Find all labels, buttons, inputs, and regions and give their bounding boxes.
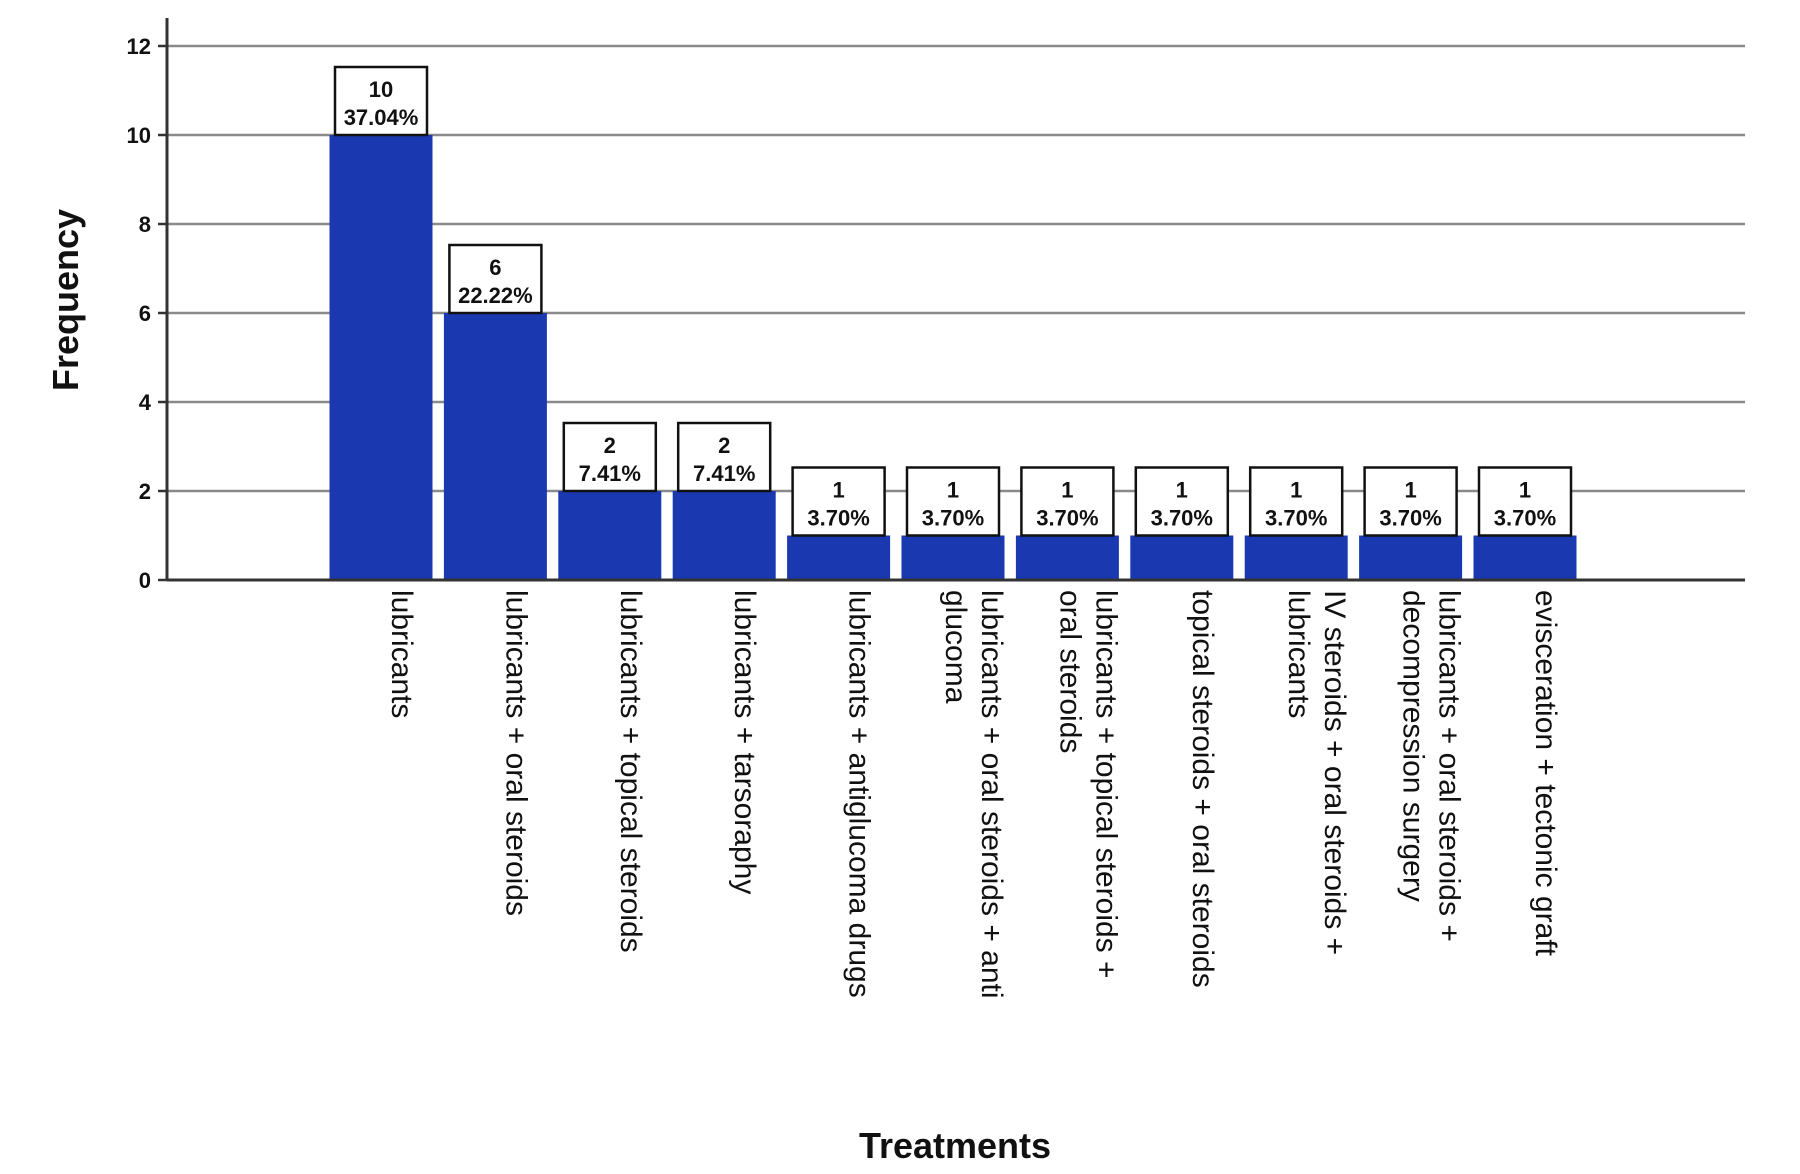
- category-label: lubricants + topical steroids +oral ster…: [1053, 590, 1122, 979]
- data-label-box: [562, 421, 658, 493]
- bar: [672, 491, 776, 580]
- data-label-percent: 7.41%: [579, 461, 641, 486]
- category-label-line: lubricants + tarsoraphy: [728, 590, 761, 894]
- y-tick-label: 10: [127, 123, 151, 148]
- category-label: lubricants + oral steroids: [499, 590, 532, 916]
- y-tick-label: 12: [127, 34, 151, 59]
- category-label: lubricants: [385, 590, 418, 718]
- bar: [329, 135, 433, 580]
- data-label-count: 1: [947, 478, 959, 503]
- data-label-percent: 3.70%: [922, 506, 984, 531]
- data-label: 1 3.70%: [791, 466, 886, 537]
- data-label-percent: 3.70%: [1265, 506, 1327, 531]
- category-label-line: lubricants + topical steroids: [614, 590, 647, 953]
- bar: [901, 535, 1005, 580]
- data-label: 1 3.70%: [1134, 466, 1230, 537]
- data-label-percent: 3.70%: [1379, 506, 1441, 531]
- category-label: evisceration + tectonic graft: [1529, 590, 1562, 957]
- data-label: 2 7.41%: [676, 421, 772, 493]
- bar: [1359, 535, 1463, 580]
- data-label-percent: 7.41%: [693, 461, 755, 486]
- y-tick-label: 0: [139, 568, 151, 593]
- y-axis-title: Frequency: [45, 209, 86, 391]
- data-labels: 1037.04%622.22%27.41%27.41%13.70%13.70%1…: [333, 65, 1573, 537]
- category-label: lubricants + antiglucoma drugs: [843, 590, 876, 998]
- data-label-count: 6: [489, 255, 501, 280]
- data-label-count: 2: [604, 433, 616, 458]
- data-label-box: [1477, 466, 1573, 537]
- data-label: 1 3.70%: [1020, 466, 1115, 537]
- data-label-count: 1: [1176, 478, 1188, 503]
- category-label-line: lubricants + topical steroids +: [1089, 590, 1122, 979]
- data-label-box: [1134, 466, 1230, 537]
- data-label-box: [905, 466, 1001, 537]
- category-label-line: oral steroids: [1053, 590, 1086, 753]
- bars: [329, 135, 1577, 580]
- bar: [1244, 535, 1348, 580]
- category-labels: lubricants lubricants + oral steroids lubr…: [385, 590, 1562, 999]
- category-label-line: lubricants: [385, 590, 418, 718]
- category-label-line: decompression surgery: [1397, 590, 1430, 902]
- category-label-line: lubricants + antiglucoma drugs: [843, 590, 876, 998]
- y-tick-label: 8: [139, 212, 151, 237]
- category-label: lubricants + oral steroids + antiglucoma: [939, 590, 1008, 999]
- category-label-line: glucoma: [939, 590, 972, 704]
- data-label: 1 3.70%: [1477, 466, 1573, 537]
- category-label-line: topical steroids + oral steroids: [1186, 590, 1219, 988]
- data-label-count: 1: [832, 478, 844, 503]
- data-label-box: [448, 243, 543, 315]
- data-label-percent: 37.04%: [344, 105, 419, 130]
- data-label-count: 1: [1519, 478, 1531, 503]
- data-label: 10 37.04%: [333, 65, 429, 137]
- data-label-count: 1: [1061, 478, 1073, 503]
- data-label-box: [1363, 466, 1458, 537]
- data-label-box: [676, 421, 772, 493]
- category-label: topical steroids + oral steroids: [1186, 590, 1219, 988]
- data-label: 1 3.70%: [1248, 466, 1344, 537]
- bar: [1015, 535, 1119, 580]
- bar: [558, 491, 662, 580]
- data-label-count: 1: [1404, 478, 1416, 503]
- category-label-line: evisceration + tectonic graft: [1529, 590, 1562, 957]
- data-label: 1 3.70%: [1363, 466, 1458, 537]
- category-label: lubricants + topical steroids: [614, 590, 647, 953]
- bar: [1130, 535, 1234, 580]
- category-label-line: IV steroids + oral steroids +: [1318, 590, 1351, 955]
- data-label: 1 3.70%: [905, 466, 1001, 537]
- category-label: lubricants + oral steroids +decompressio…: [1397, 590, 1466, 942]
- data-label-percent: 3.70%: [807, 506, 869, 531]
- category-label-line: lubricants + oral steroids +: [1433, 590, 1466, 942]
- data-label: 2 7.41%: [562, 421, 658, 493]
- data-label-count: 2: [718, 433, 730, 458]
- data-label-percent: 3.70%: [1151, 506, 1213, 531]
- bar: [1473, 535, 1577, 580]
- category-label-line: lubricants + oral steroids: [499, 590, 532, 916]
- y-axis-ticks: 0 2 4 6 8 10 12: [127, 34, 167, 593]
- data-label-percent: 22.22%: [458, 283, 533, 308]
- y-tick-label: 6: [139, 301, 151, 326]
- y-tick-label: 2: [139, 479, 151, 504]
- data-label-percent: 3.70%: [1494, 506, 1556, 531]
- data-label-box: [1020, 466, 1115, 537]
- category-label-line: lubricants + oral steroids + anti: [975, 590, 1008, 999]
- axes: [165, 18, 1745, 582]
- data-label: 6 22.22%: [448, 243, 543, 315]
- x-axis-title: Treatments: [859, 1125, 1051, 1166]
- y-tick-label: 4: [139, 390, 152, 415]
- data-label-count: 10: [369, 77, 393, 102]
- bar: [787, 535, 891, 580]
- data-label-box: [791, 466, 886, 537]
- data-label-box: [1248, 466, 1344, 537]
- category-label: lubricants + tarsoraphy: [728, 590, 761, 894]
- data-label-count: 1: [1290, 478, 1302, 503]
- data-label-box: [333, 65, 429, 137]
- category-label: IV steroids + oral steroids +lubricants: [1282, 590, 1351, 955]
- bar: [443, 313, 547, 580]
- category-label-line: lubricants: [1282, 590, 1315, 718]
- data-label-percent: 3.70%: [1036, 506, 1098, 531]
